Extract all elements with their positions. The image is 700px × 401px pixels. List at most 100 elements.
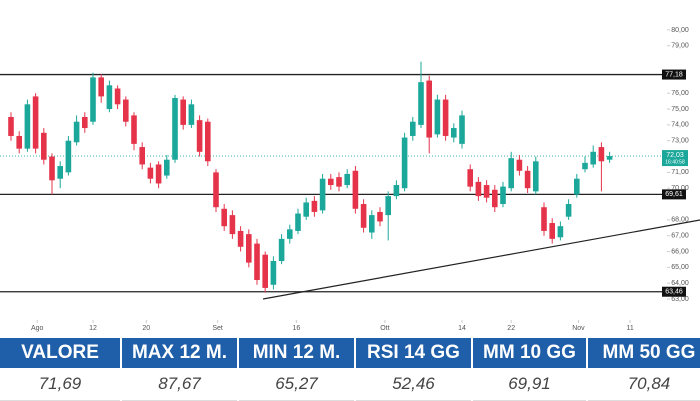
candle-body (459, 115, 465, 144)
candle-body (401, 137, 408, 189)
table-header: VALORE (0, 338, 120, 368)
candle-body (49, 156, 55, 181)
candle-body (41, 132, 47, 160)
candle-body (147, 167, 154, 179)
candle-body (254, 243, 260, 281)
level-tag (662, 189, 686, 200)
level-tag (662, 69, 686, 80)
last-price-tag (662, 150, 688, 167)
candle-body (574, 178, 580, 195)
candle-body (541, 207, 547, 231)
candle-body (336, 177, 342, 187)
y-tick-label: 73,00 (671, 138, 689, 145)
table-value: 87,67 (122, 368, 237, 401)
candle-body (180, 99, 186, 125)
candle-body (57, 166, 63, 179)
level-label: 77,18 (665, 71, 683, 78)
candle-body (295, 213, 301, 231)
level-label: 69,61 (665, 191, 683, 198)
candle-body (524, 170, 531, 189)
y-tick-label: 66,00 (671, 248, 689, 255)
candle-body (246, 234, 252, 263)
candle-body (442, 99, 449, 136)
last-price-time: 16:40:58 (665, 159, 685, 165)
table-header: MM 50 GG (588, 338, 700, 368)
candle-body (582, 162, 588, 170)
candle-body (418, 82, 424, 125)
candle-body (467, 169, 473, 187)
candle-body (16, 135, 22, 149)
x-tick-label: Nov (572, 325, 585, 332)
candle-body (319, 178, 326, 211)
trend-line (262, 219, 700, 300)
x-tick-label: Ott (380, 325, 389, 332)
candle-body (434, 99, 441, 135)
candle-body (73, 121, 80, 143)
candle-body (213, 172, 219, 208)
y-tick-label: 71,00 (671, 169, 689, 176)
y-tick-label: 74,00 (671, 122, 689, 129)
y-tick-label: 67,00 (671, 233, 689, 240)
candle-body (237, 230, 244, 247)
x-tick-label: 11 (626, 325, 633, 332)
candle-body (139, 147, 145, 165)
x-tick-label: 20 (142, 325, 150, 332)
candle-body (24, 104, 31, 149)
candle-body (483, 185, 490, 198)
table-value: 70,84 (588, 368, 700, 401)
y-tick-label: 80,00 (671, 27, 689, 34)
candle-body (270, 261, 277, 285)
y-tick-label: 68,00 (671, 217, 689, 224)
candle-body (229, 215, 236, 235)
candle-body (360, 204, 367, 228)
level-label: 63,46 (665, 289, 683, 296)
candle-body (369, 215, 375, 233)
candle-body (114, 88, 121, 105)
candle-body (606, 156, 613, 160)
stats-table: VALORE MAX 12 M. MIN 12 M. RSI 14 GG MM … (0, 338, 700, 401)
candle-body (221, 208, 227, 227)
y-tick-label: 65,00 (671, 264, 689, 271)
table-header: MM 10 GG (473, 338, 586, 368)
candle-body (311, 200, 318, 212)
candle-body (32, 96, 39, 149)
y-tick-label: 63,00 (671, 296, 689, 303)
candle-body (98, 77, 104, 97)
y-tick-label: 75,00 (671, 106, 689, 113)
candle-body (123, 99, 129, 122)
candle-body (82, 116, 88, 129)
candle-body (451, 128, 457, 138)
candle-body (172, 97, 178, 160)
candle-body (410, 121, 416, 136)
candle-body (508, 158, 514, 189)
candle-body (377, 211, 383, 222)
candle-body (352, 170, 359, 209)
candle-body (303, 202, 309, 217)
table-value: 69,91 (473, 368, 586, 401)
candle-body (8, 116, 14, 136)
chart: 80,00 79,00 76,00 75,00 74,00 73,00 71,00 70,00… (0, 27, 700, 332)
candle-body (549, 223, 555, 239)
level-tag (662, 286, 686, 297)
table-value: 71,69 (0, 368, 120, 401)
candle-body (90, 77, 96, 122)
table-header: RSI 14 GG (356, 338, 471, 368)
y-tick-label: 76,00 (671, 90, 689, 97)
candle-body (385, 196, 391, 216)
x-tick-label: 22 (507, 325, 515, 332)
candle-body (278, 238, 285, 262)
candle-body (106, 85, 113, 110)
candle-body (131, 115, 137, 144)
candle-body (196, 120, 203, 152)
table-value: 52,46 (356, 368, 471, 401)
candle-body (262, 254, 268, 288)
x-tick-label: 16 (292, 325, 300, 332)
candle-body (205, 121, 211, 162)
candle-body (426, 80, 432, 138)
x-tick-label: Set (212, 325, 223, 332)
table-header: MAX 12 M. (122, 338, 237, 368)
candle-body (598, 147, 605, 162)
last-price-label: 72,03 (666, 152, 684, 159)
candle-body (565, 204, 572, 217)
